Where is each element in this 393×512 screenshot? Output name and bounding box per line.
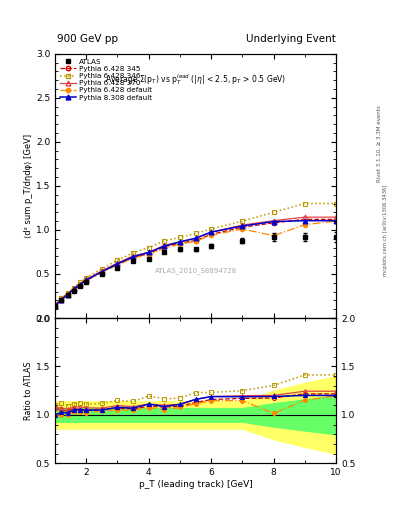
Text: Rivet 3.1.10, ≥ 3.3M events: Rivet 3.1.10, ≥ 3.3M events bbox=[377, 105, 382, 182]
Y-axis label: Ratio to ATLAS: Ratio to ATLAS bbox=[24, 361, 33, 420]
Text: Underlying Event: Underlying Event bbox=[246, 33, 336, 44]
Text: 900 GeV pp: 900 GeV pp bbox=[57, 33, 118, 44]
X-axis label: p_T (leading track) [GeV]: p_T (leading track) [GeV] bbox=[139, 480, 252, 489]
Y-axis label: ⟨d² sum p_T/dηdφ⟩ [GeV]: ⟨d² sum p_T/dηdφ⟩ [GeV] bbox=[24, 134, 33, 238]
Legend: ATLAS, Pythia 6.428 345, Pythia 6.428 346, Pythia 6.428 370, Pythia 6.428 defaul: ATLAS, Pythia 6.428 345, Pythia 6.428 34… bbox=[59, 57, 153, 102]
Text: mcplots.cern.ch [arXiv:1306.3436]: mcplots.cern.ch [arXiv:1306.3436] bbox=[384, 185, 388, 276]
Text: Average $\Sigma$(p$_T$) vs p$_T^{lead}$ (|$\eta$| < 2.5, p$_T$ > 0.5 GeV): Average $\Sigma$(p$_T$) vs p$_T^{lead}$ … bbox=[105, 72, 286, 87]
Text: ATLAS_2010_S8894728: ATLAS_2010_S8894728 bbox=[154, 267, 237, 274]
